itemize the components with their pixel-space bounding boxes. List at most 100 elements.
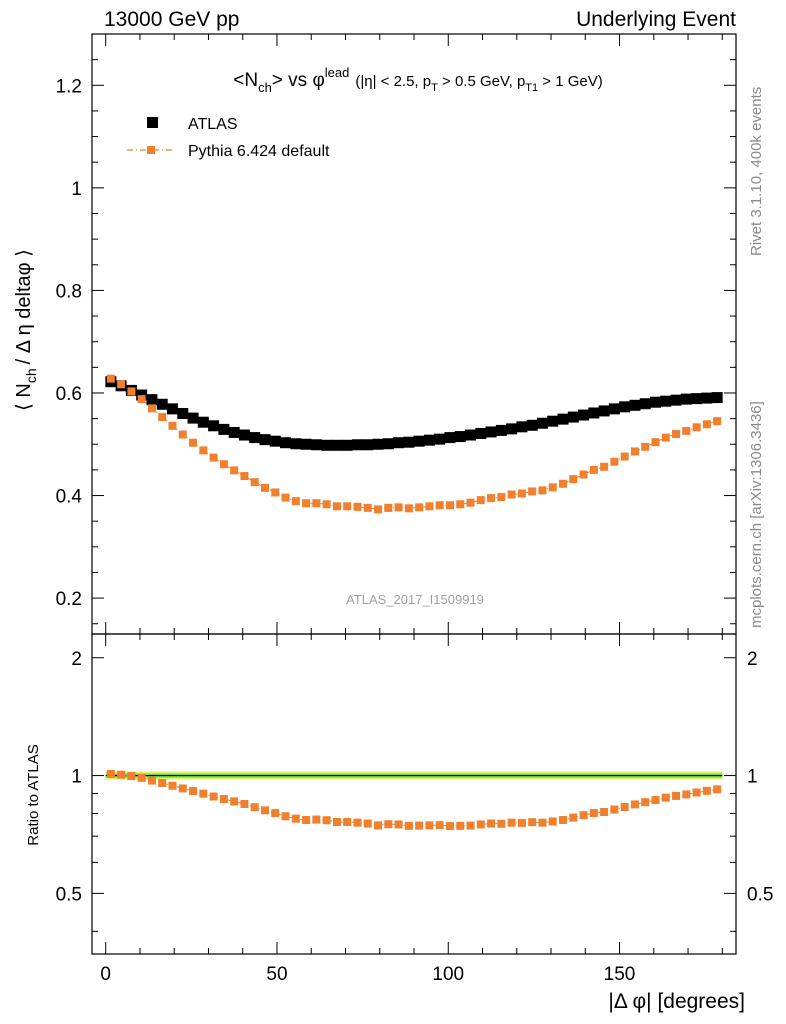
ratio-tick-label-right: 2 xyxy=(747,649,758,670)
y-tick-label: 0.2 xyxy=(56,589,82,610)
pythia-ratio-point xyxy=(507,818,516,827)
pythia-ratio-point xyxy=(230,797,239,806)
atlas-point xyxy=(465,429,477,441)
pythia-ratio-point xyxy=(630,800,639,809)
atlas-point xyxy=(136,389,148,401)
atlas-point xyxy=(536,417,548,429)
x-tick-label: 0 xyxy=(100,964,111,985)
pythia-ratio-point xyxy=(579,811,588,820)
atlas-point xyxy=(413,435,425,447)
pythia-point xyxy=(394,503,403,512)
pythia-point xyxy=(271,488,280,497)
x-tick-label: 150 xyxy=(604,964,636,985)
pythia-ratio-point xyxy=(682,790,691,799)
pythia-ratio-point xyxy=(487,819,496,828)
atlas-point xyxy=(177,407,189,419)
pythia-point xyxy=(600,462,609,471)
atlas-point xyxy=(228,426,240,438)
pythia-ratio-point xyxy=(517,818,526,827)
pythia-point xyxy=(240,472,249,481)
energy-label: 13000 GeV pp xyxy=(104,8,240,31)
atlas-point xyxy=(434,433,446,445)
atlas-point xyxy=(495,424,507,436)
atlas-point xyxy=(444,432,456,444)
pythia-ratio-point xyxy=(661,793,670,802)
pythia-point xyxy=(199,446,208,455)
atlas-point xyxy=(557,413,569,425)
atlas-point xyxy=(475,427,487,439)
pythia-point xyxy=(250,478,259,487)
atlas-point xyxy=(567,411,579,423)
pythia-ratio-point xyxy=(260,806,269,815)
pythia-ratio-point xyxy=(394,820,403,829)
x-tick-label: 50 xyxy=(266,964,287,985)
pythia-ratio-point xyxy=(569,813,578,822)
y-tick-label: 0.4 xyxy=(56,487,83,508)
atlas-point xyxy=(156,398,168,410)
pythia-point xyxy=(322,500,331,509)
pythia-ratio-point xyxy=(168,781,177,790)
atlas-point xyxy=(238,429,250,441)
pythia-point xyxy=(497,493,506,502)
pythia-point xyxy=(517,489,526,498)
atlas-point xyxy=(280,437,292,449)
pythia-ratio-point xyxy=(384,820,393,829)
pythia-point xyxy=(610,457,619,466)
atlas-point xyxy=(187,412,199,424)
pythia-ratio-point xyxy=(158,779,167,788)
x-tick-label: 100 xyxy=(432,964,464,985)
pythia-ratio-point xyxy=(240,799,249,808)
atlas-point xyxy=(485,426,497,438)
legend: ATLAS Pythia 6.424 default xyxy=(127,116,330,160)
pythia-point xyxy=(332,502,341,511)
atlas-point xyxy=(598,405,610,417)
pythia-ratio-point xyxy=(312,815,321,824)
pythia-point xyxy=(281,493,290,502)
pythia-point xyxy=(363,503,372,512)
pythia-point xyxy=(559,479,568,488)
pythia-point xyxy=(620,452,629,461)
pythia-point xyxy=(189,438,198,447)
pythia-point xyxy=(672,430,681,438)
atlas-point xyxy=(650,396,661,408)
atlas-point xyxy=(382,438,394,450)
atlas-point xyxy=(660,395,672,407)
pythia-ratio-point xyxy=(189,787,198,796)
pythia-point xyxy=(260,483,269,492)
atlas-point xyxy=(629,399,641,411)
pythia-point xyxy=(404,504,413,513)
pythia-point xyxy=(343,502,352,511)
pythia-ratio-point xyxy=(713,785,722,794)
pythia-point xyxy=(507,490,516,499)
pythia-point xyxy=(569,475,578,484)
pythia-ratio-point xyxy=(281,812,290,821)
pythia-point xyxy=(487,494,496,503)
pythia-ratio-point xyxy=(435,821,444,830)
pythia-ratio-point xyxy=(302,815,311,824)
watermark-label: ATLAS_2017_I1509919 xyxy=(346,592,484,607)
pythia-ratio-point xyxy=(425,821,434,830)
pythia-ratio-point xyxy=(219,795,228,804)
pythia-ratio-point xyxy=(528,818,537,827)
pythia-point xyxy=(641,442,650,451)
pythia-point xyxy=(158,413,167,422)
pythia-ratio-point xyxy=(415,821,424,830)
y-tick-label: 1 xyxy=(71,179,82,200)
atlas-point xyxy=(639,398,651,410)
atlas-point xyxy=(372,438,384,450)
pythia-point xyxy=(682,426,691,435)
pythia-point xyxy=(630,447,639,456)
pythia-ratio-point xyxy=(404,821,413,830)
atlas-point xyxy=(290,438,302,450)
ratio-tick-label: 0.5 xyxy=(56,884,82,905)
legend-atlas-marker xyxy=(147,117,158,128)
pythia-point xyxy=(538,486,547,495)
pythia-ratio-point xyxy=(466,821,475,830)
ratio-tick-label: 1 xyxy=(71,767,82,788)
pythia-point xyxy=(692,423,701,432)
pythia-ratio-point xyxy=(456,821,465,830)
pythia-ratio-point xyxy=(199,789,208,798)
pythia-point xyxy=(302,499,311,508)
atlas-point xyxy=(526,419,538,431)
pythia-ratio-point xyxy=(271,809,280,818)
